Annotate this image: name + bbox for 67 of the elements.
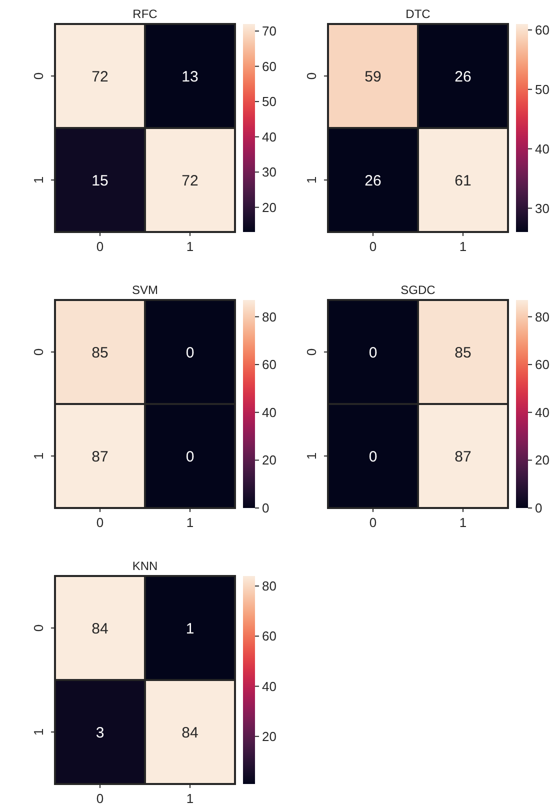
- x-tick-label: 0: [369, 239, 377, 254]
- data-label: 0: [186, 448, 194, 466]
- y-tick-label: 0: [31, 348, 46, 356]
- y-tick-label: 0: [31, 72, 46, 80]
- chart-title: SVM: [132, 283, 158, 297]
- data-label: 61: [454, 172, 472, 190]
- data-label: 84: [92, 620, 108, 638]
- color-bar-label: 40: [262, 678, 276, 694]
- y-tick-label: 1: [31, 728, 46, 736]
- data-label: 87: [92, 448, 108, 466]
- x-tick-label: 0: [96, 515, 104, 530]
- color-bar-label: 20: [262, 200, 276, 215]
- color-bar-label: 40: [262, 404, 276, 420]
- color-bar-label: 20: [262, 728, 276, 744]
- color-bar-label: 50: [262, 94, 276, 110]
- color-bar-label: 60: [262, 628, 276, 644]
- data-label: 3: [96, 724, 104, 742]
- color-bar-label: 0: [535, 500, 542, 516]
- data-label: 1: [186, 620, 194, 638]
- x-tick-label: 1: [186, 239, 194, 254]
- color-bar-label: 80: [535, 309, 550, 324]
- data-label: 72: [92, 68, 108, 86]
- color-bar-label: 20: [262, 452, 276, 468]
- data-label: 59: [364, 68, 382, 86]
- color-bar-label: 40: [535, 404, 550, 420]
- data-label: 26: [454, 68, 472, 86]
- data-label: 15: [92, 172, 108, 190]
- data-label: 72: [182, 172, 198, 190]
- data-label: 85: [454, 344, 472, 362]
- color-bar-label: 30: [535, 200, 550, 216]
- color-bar-label: 30: [262, 164, 276, 180]
- data-label: 13: [182, 68, 198, 86]
- data-label: 26: [364, 172, 382, 190]
- color-bar-label: 80: [262, 309, 276, 324]
- color-bar-label: 70: [262, 24, 276, 39]
- y-tick-label: 1: [31, 452, 46, 460]
- y-tick-label: 1: [31, 176, 46, 184]
- color-bar-label: 60: [262, 357, 276, 372]
- data-label: 0: [368, 344, 378, 362]
- color-bar-label: 60: [535, 357, 550, 372]
- color-bar-label: 40: [262, 129, 276, 144]
- chart-title: KNN: [132, 559, 158, 573]
- color-bar-label: 60: [262, 58, 276, 74]
- y-tick-label: 1: [304, 176, 319, 184]
- data-label: 0: [368, 448, 378, 466]
- color-bar-label: 0: [262, 500, 270, 516]
- color-bar-label: 60: [535, 22, 550, 38]
- chart-title: SGDC: [400, 283, 436, 297]
- y-tick-label: 0: [31, 624, 46, 632]
- chart-title: RFC: [132, 7, 158, 21]
- y-tick-label: 1: [304, 452, 319, 460]
- color-bar-label: 80: [262, 578, 276, 594]
- y-tick-label: 0: [304, 72, 319, 80]
- color-bar-label: 20: [535, 452, 550, 468]
- x-tick-label: 1: [459, 515, 467, 530]
- x-tick-label: 0: [369, 515, 377, 530]
- data-label: 0: [186, 344, 194, 362]
- y-tick-label: 0: [304, 348, 319, 356]
- color-bar-label: 50: [535, 82, 550, 97]
- data-label: 84: [182, 724, 198, 742]
- x-tick-label: 0: [96, 239, 104, 254]
- data-label: 85: [92, 344, 108, 362]
- data-label: 87: [454, 448, 472, 466]
- x-tick-label: 1: [186, 515, 194, 530]
- color-bar-label: 40: [535, 141, 550, 156]
- chart-title: DTC: [406, 7, 431, 21]
- x-tick-label: 1: [459, 239, 467, 254]
